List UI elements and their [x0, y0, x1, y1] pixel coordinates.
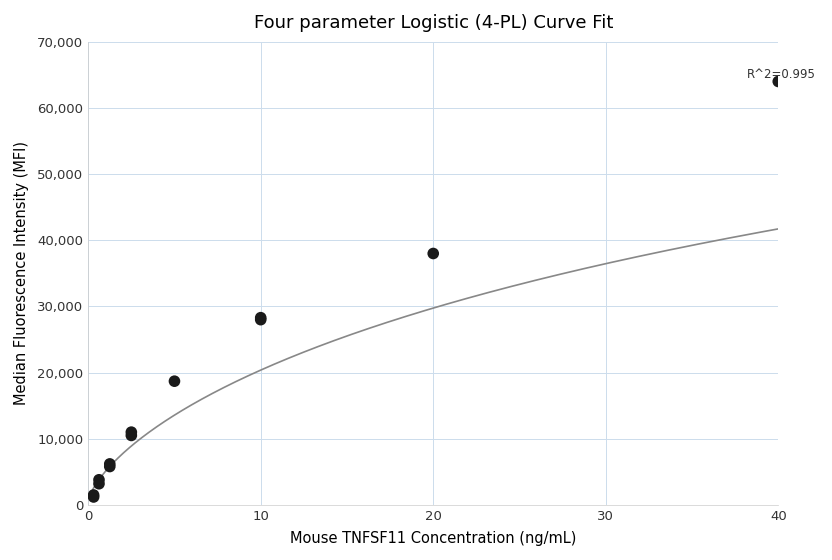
Point: [103, 462, 116, 471]
X-axis label: Mouse TNFSF11 Concentration (ng/mL): Mouse TNFSF11 Concentration (ng/mL): [290, 531, 577, 546]
Point: [254, 313, 267, 322]
Title: Four parameter Logistic (4-PL) Curve Fit: Four parameter Logistic (4-PL) Curve Fit: [254, 14, 613, 32]
Point: [168, 377, 181, 386]
Point: [87, 491, 101, 500]
Point: [125, 428, 138, 437]
Point: [771, 77, 785, 86]
Point: [92, 479, 106, 488]
Point: [92, 475, 106, 484]
Point: [125, 431, 138, 440]
Point: [254, 315, 267, 324]
Text: R^2=0.995: R^2=0.995: [747, 68, 816, 81]
Y-axis label: Median Fluorescence Intensity (MFI): Median Fluorescence Intensity (MFI): [14, 141, 29, 405]
Point: [427, 249, 440, 258]
Point: [87, 492, 101, 501]
Point: [103, 459, 116, 468]
